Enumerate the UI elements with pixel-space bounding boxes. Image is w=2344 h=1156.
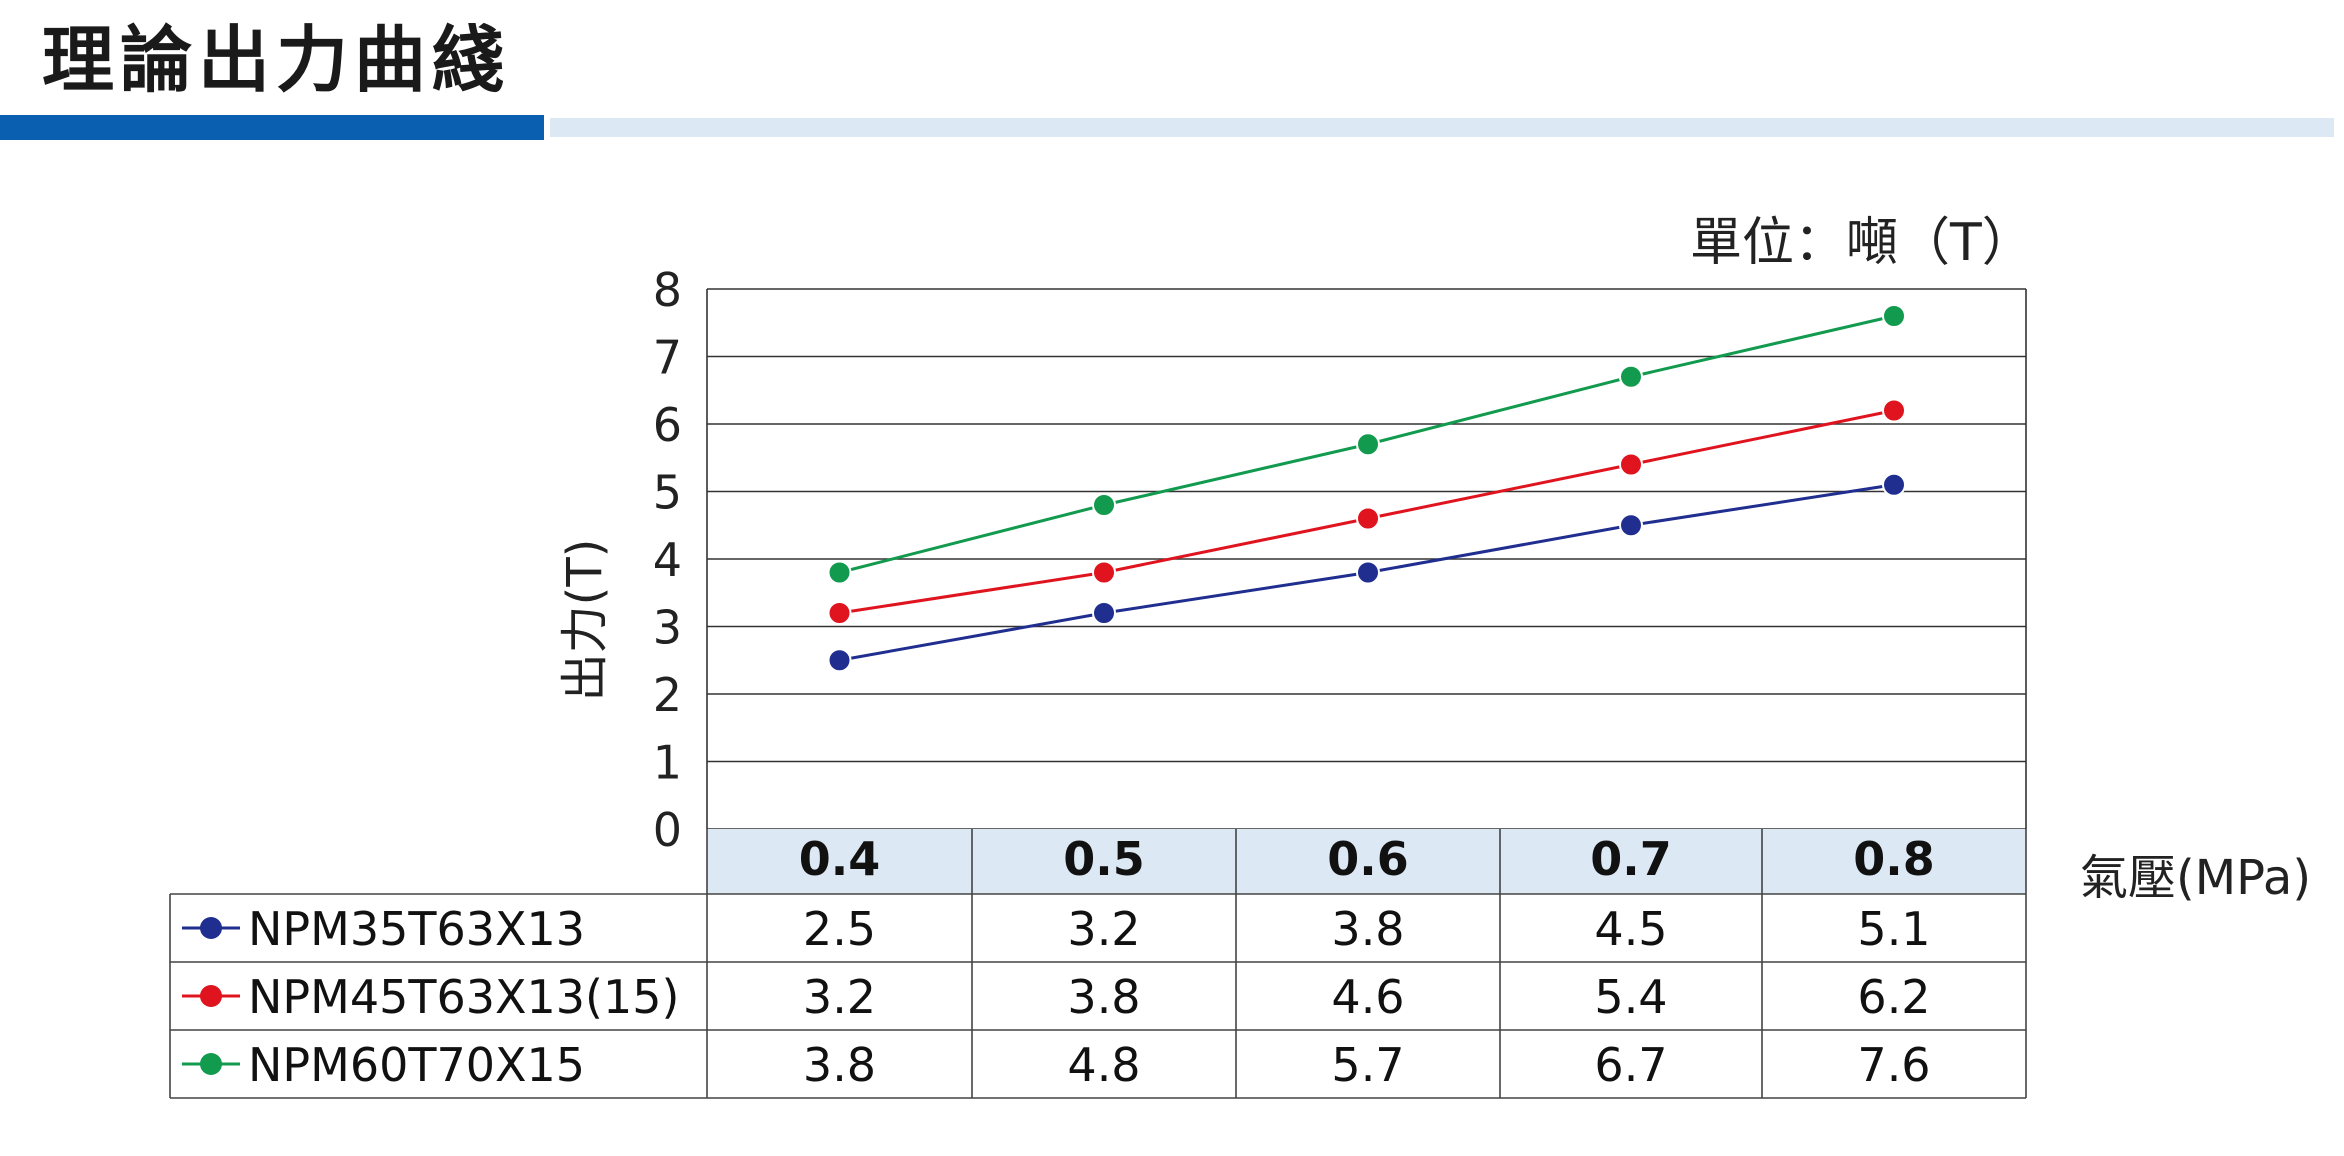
y-tick-label: 3 (653, 601, 682, 655)
data-point (1092, 493, 1116, 517)
y-tick-label: 2 (653, 668, 682, 722)
x-tick-label: 0.8 (1853, 832, 1935, 886)
data-point (827, 601, 852, 625)
table-cell-value: 2.5 (803, 902, 876, 956)
y-tick-label: 4 (653, 533, 682, 587)
data-point (827, 648, 852, 673)
y-tick-label: 5 (653, 466, 682, 520)
table-cell-value: 7.6 (1857, 1038, 1930, 1092)
page-title: 理論出力曲綫 (42, 18, 511, 102)
x-tick-label: 0.4 (799, 832, 881, 886)
data-point (1882, 304, 1906, 328)
table-cell-value: 3.2 (1067, 902, 1140, 956)
table-cell-value: 4.6 (1331, 970, 1404, 1024)
y-tick-label: 8 (653, 263, 682, 317)
legend-marker (200, 1053, 222, 1075)
table-cell-value: 6.7 (1594, 1038, 1667, 1092)
table-cell-value: 3.8 (803, 1038, 876, 1092)
unit-note: 單位：噸（T） (1690, 213, 2034, 273)
y-tick-label: 7 (653, 331, 682, 385)
title-underline-dark (0, 115, 544, 140)
table-cell-value: 6.2 (1857, 970, 1930, 1024)
data-point (1619, 452, 1643, 477)
x-tick-label: 0.5 (1063, 832, 1145, 886)
data-point (827, 560, 852, 585)
table-cell-value: 4.8 (1067, 1038, 1140, 1092)
y-tick-label: 0 (653, 803, 682, 857)
data-point (1092, 601, 1116, 625)
legend-marker (200, 917, 222, 939)
table-cell-value: 3.8 (1067, 970, 1140, 1024)
table-cell-value: 3.8 (1331, 902, 1404, 956)
legend-label: NPM60T70X15 (248, 1038, 585, 1092)
title-underline-light (550, 118, 2334, 137)
y-tick-label: 1 (653, 736, 682, 790)
table-cell-value: 4.5 (1594, 902, 1667, 956)
table-cell-value: 5.7 (1331, 1038, 1404, 1092)
title-underline-bar (0, 115, 2334, 140)
data-point (1356, 560, 1380, 585)
data-point (1092, 560, 1116, 585)
table-cell-value: 5.1 (1857, 902, 1930, 956)
x-tick-label: 0.6 (1327, 832, 1409, 886)
y-tick-label: 6 (653, 398, 682, 452)
data-point (1882, 472, 1906, 497)
legend-label: NPM35T63X13 (248, 902, 585, 956)
data-point (1619, 513, 1643, 538)
data-point (1356, 432, 1380, 457)
data-point (1619, 364, 1643, 389)
x-axis-label: 氣壓(MPa) (2080, 850, 2312, 906)
data-point (1882, 398, 1906, 423)
data-point (1356, 506, 1380, 531)
x-tick-label: 0.7 (1590, 832, 1672, 886)
category-header-band (707, 829, 2026, 894)
table-cell-value: 5.4 (1594, 970, 1667, 1024)
legend-marker (200, 985, 222, 1007)
table-cell-value: 3.2 (803, 970, 876, 1024)
legend-label: NPM45T63X13(15) (248, 970, 679, 1024)
